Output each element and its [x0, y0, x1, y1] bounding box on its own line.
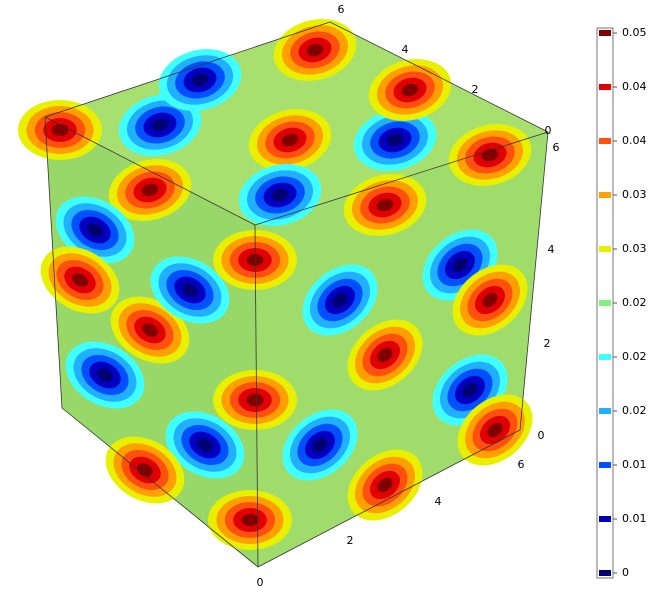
contour	[462, 382, 478, 398]
wireframe	[44, 21, 549, 568]
colorbar-label: 0	[622, 566, 629, 579]
colorbar-label: 0.05	[622, 26, 647, 39]
contour	[141, 183, 159, 197]
contour	[87, 223, 103, 237]
colorbar-label: 0.04	[622, 134, 647, 147]
colorbar-label: 0.02	[622, 296, 647, 309]
colorbar-swatch	[599, 84, 611, 90]
tick-label: 4	[548, 243, 555, 256]
colorbar-swatch	[599, 138, 611, 144]
contour	[281, 133, 299, 147]
colorbar-label: 0.02	[622, 350, 647, 363]
contour	[312, 437, 328, 453]
colorbar-swatch	[599, 354, 611, 360]
contour	[332, 292, 348, 308]
colorbar-label: 0.03	[622, 242, 647, 255]
contour	[182, 283, 198, 297]
colorbar-swatch	[599, 192, 611, 198]
contour	[482, 292, 498, 308]
colorbar-swatch	[599, 246, 611, 252]
contour	[197, 438, 213, 452]
colorbar-label: 0.02	[622, 404, 647, 417]
colorbar-swatch	[599, 30, 611, 36]
tick-label: 6	[518, 458, 525, 471]
edge	[519, 131, 549, 431]
contour	[246, 394, 264, 406]
tick-label: 6	[553, 141, 560, 154]
contour	[142, 323, 158, 337]
colorbar-label: 0.03	[622, 188, 647, 201]
colorbar-swatch	[599, 570, 611, 576]
edge	[44, 21, 549, 133]
contour	[72, 273, 88, 287]
contour	[306, 43, 324, 57]
contour	[377, 347, 393, 363]
contour	[137, 463, 153, 477]
colorbar-label: 0.01	[622, 458, 647, 471]
contour	[452, 257, 468, 273]
isosurfaces	[18, 19, 533, 550]
tick-label: 0	[538, 429, 545, 442]
contour	[51, 124, 69, 136]
contour	[241, 514, 259, 526]
tick-label: 2	[347, 534, 354, 547]
colorbar: 0.05 0.04 0.04 0.03 0.03 0.02 0.02 0.02 0.01 0.01…	[596, 26, 647, 579]
contour	[487, 422, 503, 438]
contour	[151, 118, 169, 132]
contour	[377, 477, 393, 493]
tick-label: 0	[545, 124, 552, 137]
contour	[191, 73, 209, 87]
colorbar-swatch	[599, 300, 611, 306]
colorbar-label: 0.04	[622, 80, 647, 93]
contour	[386, 133, 404, 147]
tick-label: 2	[472, 83, 479, 96]
contour	[376, 198, 394, 212]
tick-label: 0	[257, 576, 264, 589]
contour	[401, 83, 419, 97]
tick-label: 4	[435, 495, 442, 508]
contour	[271, 188, 289, 202]
colorbar-swatch	[599, 516, 611, 522]
edge	[61, 407, 521, 568]
tick-label: 2	[544, 337, 551, 350]
contour	[97, 368, 113, 382]
tick-label: 4	[402, 43, 409, 56]
edge	[254, 224, 259, 568]
tick-label: 6	[338, 3, 345, 16]
colorbar-swatch	[599, 462, 611, 468]
edge	[44, 116, 63, 409]
colorbar-swatch	[599, 408, 611, 414]
colorbar-label: 0.01	[622, 512, 647, 525]
